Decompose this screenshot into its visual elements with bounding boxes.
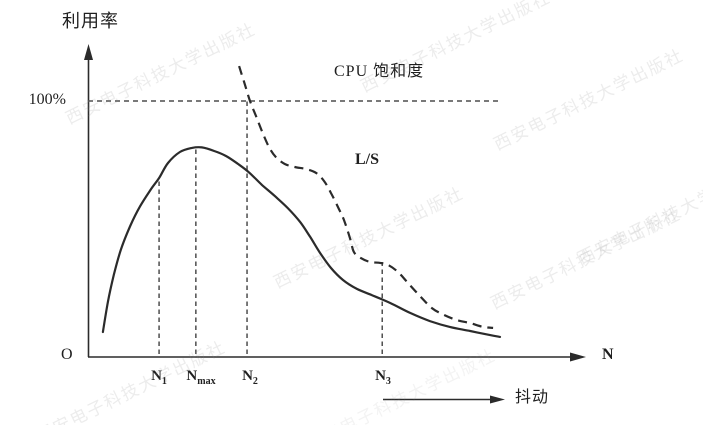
y-axis-arrowhead [84,44,93,60]
ls-curve [238,65,494,329]
thrashing-label: 抖动 [515,389,550,406]
x-axis-title: N [602,346,614,363]
thrashing-arrowhead [490,395,505,404]
y-100-percent-label: 100% [28,91,66,108]
ls-curve-label: L/S [355,151,380,168]
x-tick-n2-base: N [242,368,253,384]
x-tick-n1-sub: 1 [161,376,167,387]
x-tick-nmax-sub: max [197,376,216,387]
x-tick-nmax-base: N [186,368,198,384]
origin-label: O [61,346,73,363]
x-tick-n3: N3 [375,368,391,387]
x-tick-n2-sub: 2 [252,376,258,387]
cpu-saturation-label: CPU 饱和度 [334,63,425,80]
x-tick-n3-sub: 3 [385,376,391,387]
x-axis-arrowhead [570,352,586,362]
utilization-curve [101,146,502,338]
x-tick-n3-base: N [375,368,386,384]
x-tick-n1-base: N [151,368,162,384]
x-tick-nmax: Nmax [186,368,215,387]
x-tick-n2: N2 [242,368,258,387]
x-tick-n1: N1 [151,368,167,387]
y-axis-title: 利用率 [62,11,119,31]
